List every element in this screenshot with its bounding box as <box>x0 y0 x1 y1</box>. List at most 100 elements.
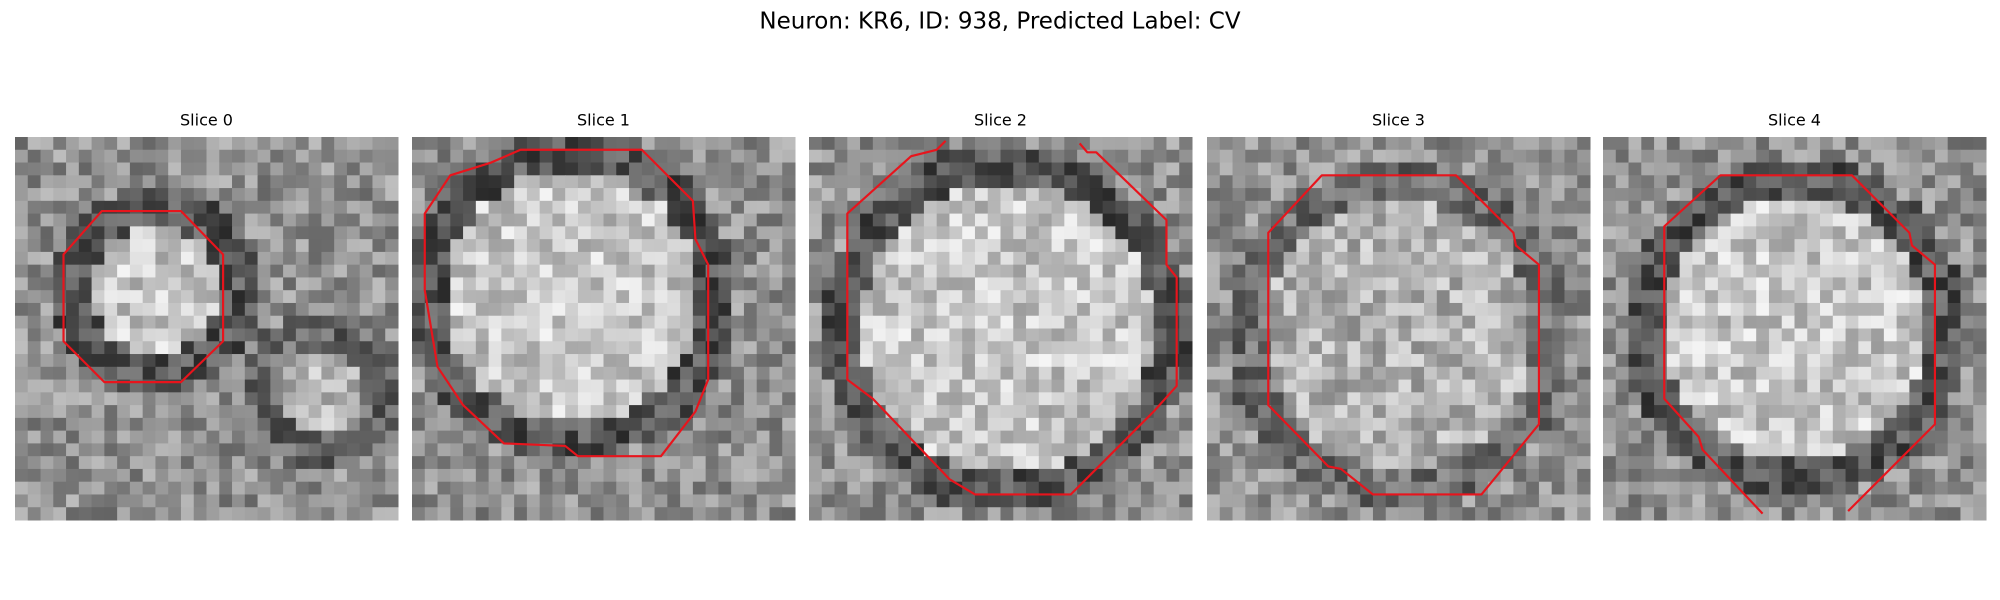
pixel <box>1334 443 1348 457</box>
pixel <box>1372 226 1387 240</box>
pixel <box>1424 162 1438 176</box>
pixel <box>168 264 182 278</box>
pixel <box>1960 302 1974 317</box>
pixel <box>1000 200 1014 215</box>
pixel <box>1615 328 1630 342</box>
pixel <box>1207 149 1221 164</box>
pixel <box>1845 175 1859 189</box>
pixel <box>1398 507 1412 521</box>
pixel <box>667 443 681 457</box>
pixel <box>1883 137 1898 151</box>
pixel <box>1077 200 1091 215</box>
image-panel <box>1207 137 1591 521</box>
pixel <box>1603 200 1617 215</box>
pixel <box>526 137 541 151</box>
pixel <box>1641 162 1655 176</box>
pixel <box>1973 188 1987 202</box>
pixel <box>860 468 874 483</box>
pixel <box>1794 354 1808 368</box>
pixel <box>1756 188 1770 202</box>
pixel <box>1947 302 1961 317</box>
pixel <box>1947 366 1961 381</box>
pixel <box>1845 149 1859 164</box>
pixel <box>654 200 668 215</box>
pixel <box>1820 430 1834 444</box>
pixel <box>1564 137 1578 151</box>
pixel <box>1832 443 1847 457</box>
pixel <box>206 188 220 202</box>
pixel <box>1449 430 1463 444</box>
pixel <box>1845 468 1859 483</box>
pixel <box>1077 379 1091 393</box>
pixel <box>821 328 836 342</box>
pixel <box>1051 392 1065 406</box>
pixel <box>117 188 131 202</box>
pixel <box>949 430 963 444</box>
pixel <box>552 328 566 342</box>
pixel <box>1896 366 1910 381</box>
pixel <box>1153 277 1167 291</box>
pixel <box>936 494 950 508</box>
pixel <box>321 315 335 330</box>
pixel <box>1500 430 1514 444</box>
pixel <box>1475 392 1489 406</box>
pixel <box>450 200 464 215</box>
pixel <box>232 341 246 355</box>
pixel <box>1487 226 1502 240</box>
pixel <box>1000 443 1014 457</box>
pixel <box>577 379 592 393</box>
pixel <box>15 302 29 317</box>
pixel <box>1321 392 1336 406</box>
pixel <box>1500 354 1514 368</box>
pixel <box>1321 315 1336 330</box>
pixel <box>1577 149 1591 164</box>
pixel <box>1245 188 1259 202</box>
pixel <box>424 456 439 470</box>
pixel <box>860 175 874 189</box>
pixel <box>1372 507 1387 521</box>
pixel <box>680 494 694 508</box>
pixel <box>1360 251 1374 266</box>
pixel <box>1743 443 1757 457</box>
pixel <box>514 341 528 355</box>
pixel <box>987 328 1002 342</box>
pixel <box>1013 149 1027 164</box>
pixel <box>1922 200 1936 215</box>
pixel <box>385 239 399 253</box>
pixel <box>27 405 42 419</box>
pixel <box>782 430 796 444</box>
pixel <box>1321 507 1336 521</box>
pixel <box>847 366 861 381</box>
pixel <box>1102 494 1116 508</box>
pixel <box>809 239 823 253</box>
pixel <box>129 328 144 342</box>
pixel <box>283 226 297 240</box>
pixel <box>1179 468 1193 483</box>
pixel <box>743 239 758 253</box>
pixel <box>1385 366 1400 381</box>
pixel <box>962 456 976 470</box>
pixel <box>321 392 335 406</box>
pixel <box>1283 494 1297 508</box>
pixel <box>206 507 220 521</box>
pixel <box>872 507 887 521</box>
pixel <box>911 137 925 151</box>
pixel <box>1768 137 1783 151</box>
pixel <box>1615 379 1630 393</box>
pixel <box>1845 137 1859 151</box>
pixel <box>412 213 426 227</box>
pixel <box>475 507 490 521</box>
pixel <box>1934 481 1949 495</box>
pixel <box>1153 315 1167 330</box>
pixel <box>1781 175 1796 189</box>
pixel <box>616 239 630 253</box>
pixel <box>180 188 195 202</box>
pixel <box>1207 277 1221 291</box>
pixel <box>1038 494 1053 508</box>
pixel <box>1973 302 1987 317</box>
pixel <box>769 379 783 393</box>
pixel <box>1089 251 1104 266</box>
pixel <box>1717 366 1732 381</box>
pixel <box>488 379 502 393</box>
pixel <box>117 328 131 342</box>
